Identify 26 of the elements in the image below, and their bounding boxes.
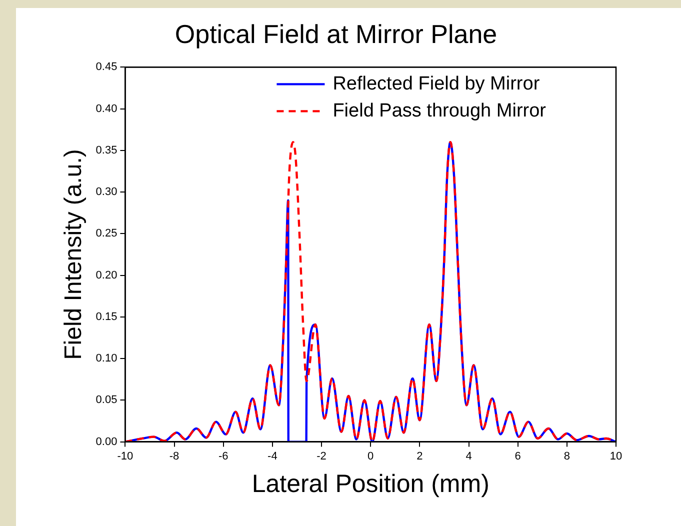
x-tick-label: 6 xyxy=(514,450,521,462)
x-tick-label: -6 xyxy=(218,450,228,462)
x-tick-label: 0 xyxy=(368,450,374,462)
y-tick-label: 0.05 xyxy=(96,394,118,406)
legend-label: Reflected Field by Mirror xyxy=(332,73,540,94)
x-tick-label: 2 xyxy=(416,450,423,462)
x-axis-title: Lateral Position (mm) xyxy=(252,470,490,498)
x-tick-label: -2 xyxy=(316,450,326,462)
x-tick-label: 4 xyxy=(466,450,472,462)
y-tick-label: 0.00 xyxy=(96,436,118,448)
y-tick-label: 0.35 xyxy=(96,144,118,156)
y-tick-label: 0.25 xyxy=(96,228,118,240)
y-tick-label: 0.45 xyxy=(96,61,118,74)
y-tick-label: 0.20 xyxy=(96,269,118,282)
x-tick-label: 8 xyxy=(564,450,570,462)
x-tick-label: -8 xyxy=(169,450,180,462)
y-tick-label: 0.10 xyxy=(96,352,118,365)
y-tick-label: 0.15 xyxy=(96,310,118,323)
y-axis-title: Field Intensity (a.u.) xyxy=(60,149,88,360)
legend-label: Field Pass through Mirror xyxy=(332,100,547,122)
y-tick-label: 0.40 xyxy=(96,102,118,115)
x-tick-label: -10 xyxy=(117,450,134,462)
x-tick-label: -4 xyxy=(268,450,278,462)
chart-title: Optical Field at Mirror Plane xyxy=(174,18,498,49)
y-tick-label: 0.30 xyxy=(96,186,118,198)
x-tick-label: 10 xyxy=(610,450,622,462)
